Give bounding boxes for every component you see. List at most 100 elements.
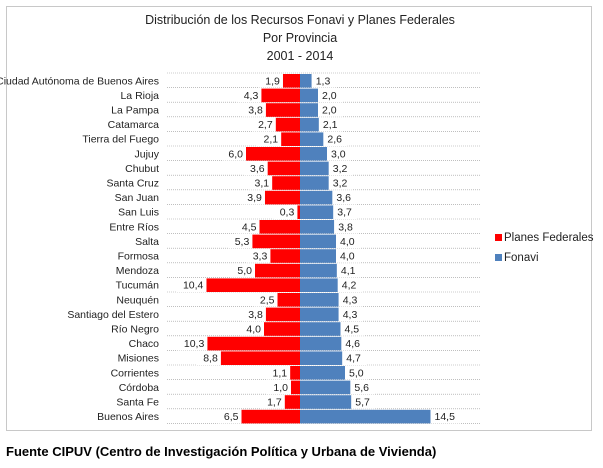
data-label-bg	[430, 409, 461, 424]
chart: Distribución de los Recursos Fonavi y Pl…	[0, 13, 594, 424]
category-label: Misiones	[118, 353, 159, 365]
data-label-fonavi: 2,1	[323, 119, 338, 131]
data-label-fonavi: 2,6	[327, 134, 342, 146]
bar-fonavi	[300, 336, 342, 351]
category-label: Santa Cruz	[106, 178, 159, 190]
bar-planes-federales	[297, 205, 300, 219]
source-footnote: Fuente CIPUV (Centro de Investigación Po…	[6, 444, 437, 459]
category-label: Tucumán	[116, 280, 160, 292]
data-label-fonavi: 3,0	[331, 148, 346, 160]
data-label-bg	[260, 395, 285, 409]
category-label: Santa Fe	[116, 397, 159, 409]
data-label-bg	[345, 366, 369, 380]
data-label-bg	[337, 278, 362, 292]
data-label-bg	[318, 103, 342, 117]
legend-label-fonavi: Fonavi	[504, 252, 539, 264]
data-label-planes-federales: 2,5	[260, 294, 275, 306]
bar-planes-federales	[270, 249, 300, 263]
data-label-bg	[342, 351, 367, 365]
bar-fonavi	[300, 103, 318, 117]
data-label-bg	[350, 380, 375, 395]
data-label-bg	[228, 234, 253, 249]
data-label-bg	[338, 307, 363, 322]
bar-fonavi	[300, 161, 329, 176]
data-label-bg	[246, 249, 271, 263]
data-label-planes-federales: 3,8	[248, 105, 263, 117]
bar-fonavi	[300, 74, 312, 88]
bar-fonavi	[300, 234, 336, 249]
category-label: San Luis	[118, 207, 159, 219]
data-label-planes-federales: 5,0	[237, 265, 252, 277]
bar-fonavi	[300, 395, 352, 409]
chart-title-line-1: Distribución de los Recursos Fonavi y Pl…	[145, 13, 455, 27]
bar-fonavi	[300, 322, 341, 336]
chart-title-line-2: Por Provincia	[263, 31, 337, 45]
data-label-bg	[328, 176, 353, 190]
data-label-planes-federales: 6,5	[224, 411, 239, 423]
data-label-planes-federales: 1,7	[267, 397, 282, 409]
data-label-bg	[332, 190, 357, 205]
category-label: Jujuy	[134, 148, 159, 160]
data-label-bg	[240, 322, 264, 336]
bar-fonavi	[300, 190, 333, 205]
data-label-bg	[240, 190, 265, 205]
data-label-fonavi: 5,7	[355, 397, 370, 409]
data-label-bg	[267, 380, 291, 395]
bar-fonavi	[300, 278, 338, 292]
category-label: Formosa	[118, 251, 160, 263]
data-label-bg	[196, 351, 221, 365]
data-label-bg	[333, 205, 358, 219]
bar-planes-federales	[206, 278, 300, 292]
data-label-planes-federales: 4,0	[246, 324, 261, 336]
data-label-fonavi: 4,0	[340, 251, 355, 263]
data-label-planes-federales: 4,3	[244, 90, 259, 102]
data-label-bg	[336, 234, 360, 249]
data-label-fonavi: 4,2	[342, 280, 357, 292]
data-label-planes-federales: 5,3	[235, 236, 250, 248]
data-label-fonavi: 3,6	[336, 192, 351, 204]
data-label-planes-federales: 3,9	[247, 192, 262, 204]
category-label: Chaco	[129, 338, 160, 350]
data-label-planes-federales: 10,4	[183, 280, 204, 292]
data-label-bg	[257, 132, 282, 146]
data-label-bg	[336, 263, 361, 278]
data-label-fonavi: 4,7	[346, 353, 361, 365]
data-label-bg	[231, 263, 255, 278]
bar-planes-federales	[241, 409, 300, 424]
data-label-planes-federales: 1,0	[273, 382, 288, 394]
data-label-planes-federales: 3,3	[253, 251, 268, 263]
bar-planes-federales	[259, 220, 300, 234]
category-label: Salta	[135, 236, 159, 248]
data-label-bg	[258, 74, 283, 88]
bar-fonavi	[300, 249, 336, 263]
chart-title-line-3: 2001 - 2014	[267, 49, 334, 63]
bar-fonavi	[300, 205, 334, 219]
category-label: Buenos Aires	[97, 411, 159, 423]
data-label-bg	[311, 74, 336, 88]
data-label-fonavi: 3,7	[337, 207, 352, 219]
data-label-fonavi: 4,6	[345, 338, 360, 350]
data-label-fonavi: 4,1	[341, 265, 356, 277]
bar-planes-federales	[264, 190, 300, 205]
category-label: Ciudad Autónoma de Buenos Aires	[0, 75, 159, 87]
bar-planes-federales	[282, 74, 300, 88]
data-label-planes-federales: 10,3	[184, 338, 205, 350]
bar-planes-federales	[264, 322, 300, 336]
bar-planes-federales	[281, 132, 300, 146]
data-label-fonavi: 3,2	[333, 163, 348, 175]
bar-fonavi	[300, 366, 345, 380]
bar-fonavi	[300, 409, 431, 424]
data-label-bg	[241, 307, 266, 322]
bar-fonavi	[300, 176, 329, 190]
data-label-planes-federales: 1,9	[265, 75, 280, 87]
data-label-fonavi: 14,5	[435, 411, 456, 423]
data-label-fonavi: 4,5	[345, 324, 360, 336]
bar-planes-federales	[275, 117, 300, 132]
data-label-fonavi: 5,0	[349, 367, 364, 379]
data-label-bg	[176, 278, 207, 292]
data-label-bg	[340, 322, 365, 336]
data-label-bg	[334, 220, 359, 234]
bar-planes-federales	[265, 307, 300, 322]
legend-swatch-planes-federales	[495, 234, 502, 241]
category-label: Santiago del Estero	[67, 309, 159, 321]
